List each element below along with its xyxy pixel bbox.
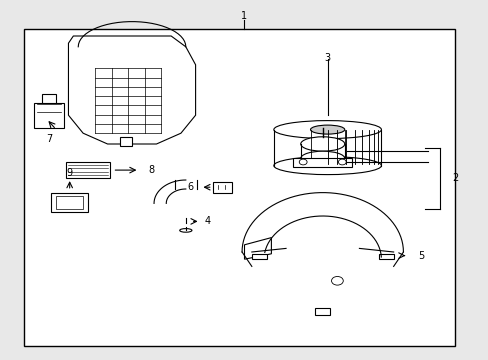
- Ellipse shape: [300, 151, 344, 166]
- Bar: [378, 254, 393, 259]
- Text: 5: 5: [417, 251, 424, 261]
- Text: 9: 9: [66, 168, 73, 178]
- Bar: [315, 308, 329, 315]
- Circle shape: [299, 159, 306, 165]
- FancyBboxPatch shape: [24, 29, 454, 346]
- Ellipse shape: [300, 137, 344, 151]
- Polygon shape: [244, 238, 271, 259]
- Bar: [41, 94, 56, 103]
- Circle shape: [338, 159, 346, 165]
- Bar: [56, 196, 83, 209]
- Ellipse shape: [273, 121, 381, 139]
- Text: 1: 1: [241, 11, 247, 21]
- Ellipse shape: [310, 155, 344, 162]
- Bar: [51, 193, 88, 212]
- Polygon shape: [68, 36, 195, 144]
- Text: 7: 7: [46, 134, 52, 144]
- Bar: [66, 162, 110, 178]
- Text: 4: 4: [204, 216, 210, 226]
- Bar: [293, 158, 351, 167]
- Bar: [212, 182, 232, 193]
- Circle shape: [331, 276, 343, 285]
- Ellipse shape: [180, 229, 192, 232]
- Bar: [120, 137, 132, 146]
- Ellipse shape: [273, 157, 381, 175]
- Text: 8: 8: [148, 165, 154, 175]
- Text: 2: 2: [452, 173, 458, 183]
- Text: 6: 6: [187, 182, 193, 192]
- Bar: [34, 103, 63, 128]
- Ellipse shape: [310, 125, 344, 134]
- Text: 3: 3: [324, 53, 330, 63]
- Bar: [251, 254, 266, 259]
